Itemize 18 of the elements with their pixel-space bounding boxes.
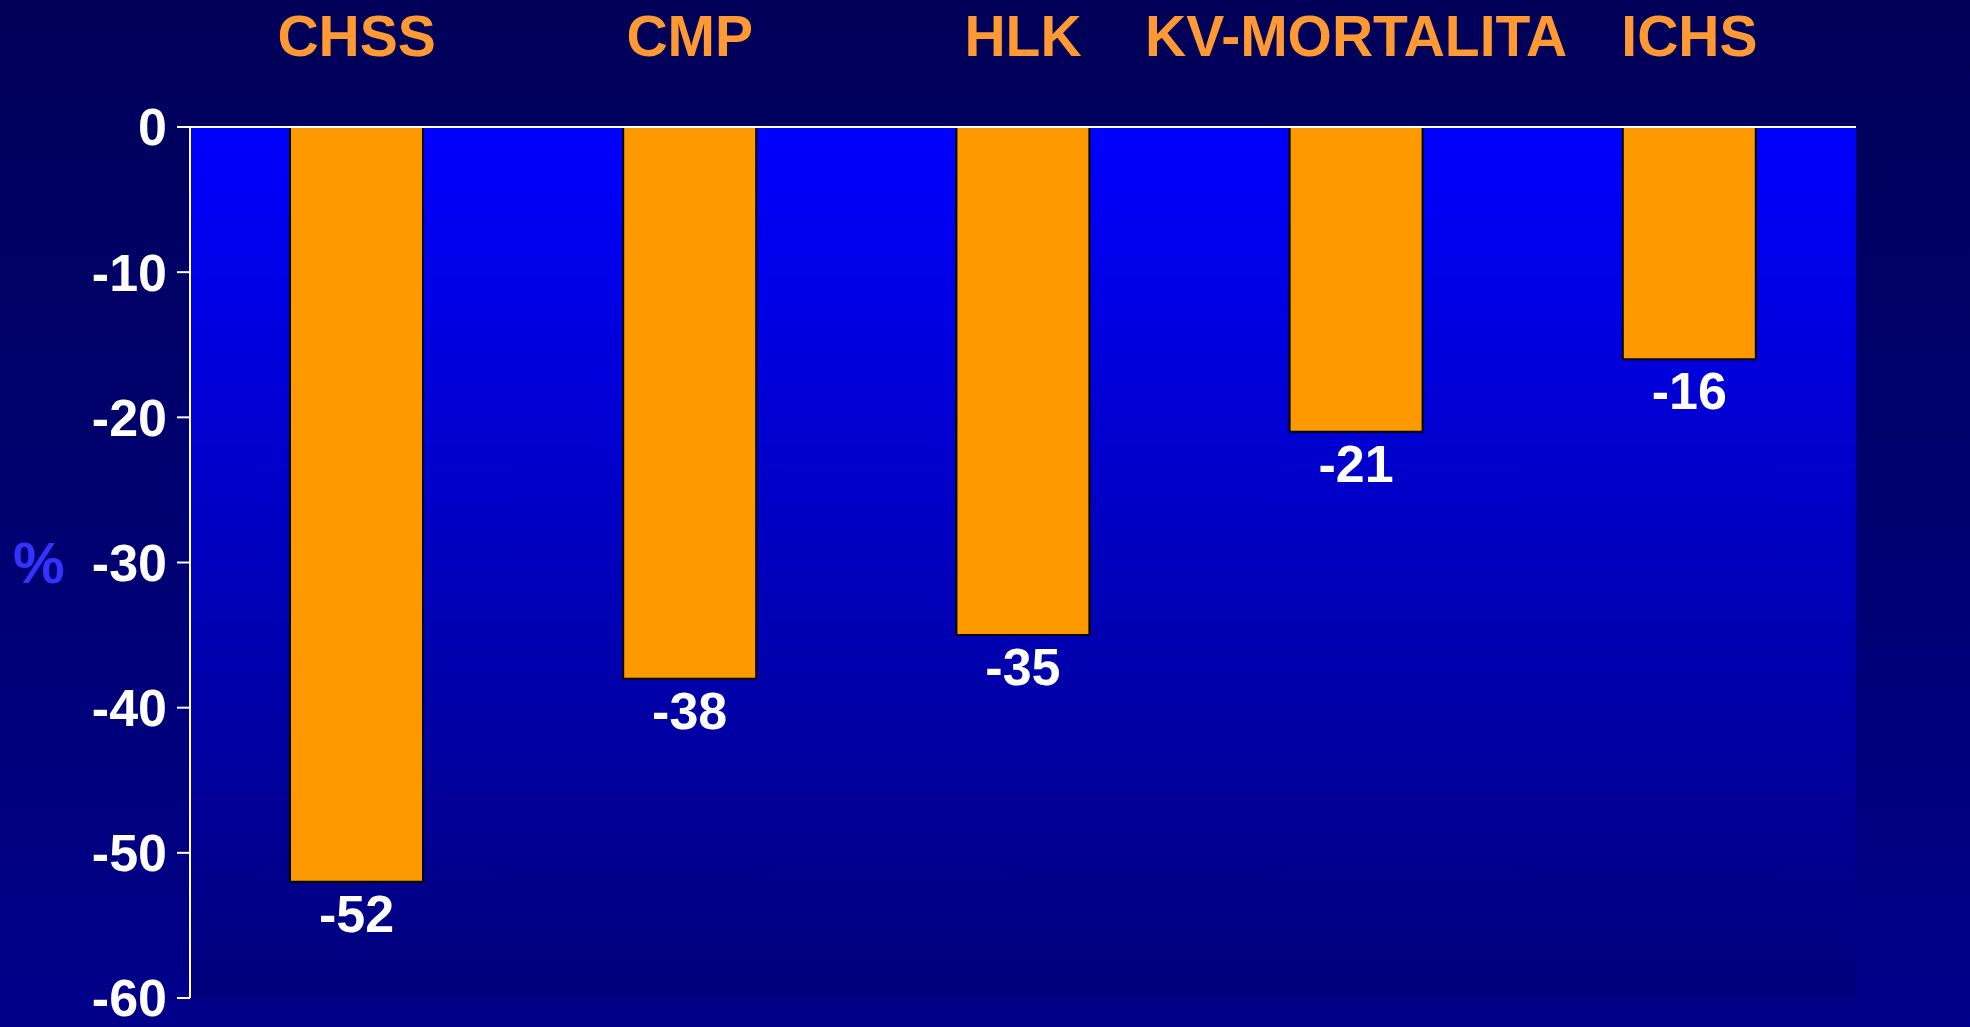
y-tick-label: -60 <box>91 969 167 1027</box>
y-axis-title: % <box>13 530 65 596</box>
data-label: -35 <box>985 638 1061 697</box>
x-tick-label: HLK <box>964 4 1082 68</box>
y-tick-label: 0 <box>138 98 167 157</box>
data-label: -21 <box>1318 434 1394 493</box>
y-tick-label: -50 <box>91 824 167 883</box>
y-tick-label: -20 <box>91 388 167 447</box>
x-tick-label: CMP <box>626 4 754 68</box>
data-label: -38 <box>652 681 728 740</box>
y-tick-label: -40 <box>91 679 167 738</box>
x-tick-label: KV-MORTALITA <box>1145 4 1568 68</box>
x-tick-label: CHSS <box>277 4 436 68</box>
y-tick-label: -10 <box>91 243 167 302</box>
data-label: -16 <box>1651 362 1727 421</box>
data-label: -52 <box>318 884 395 943</box>
x-tick-label: ICHS <box>1621 4 1758 68</box>
y-tick-label: -30 <box>91 533 167 592</box>
